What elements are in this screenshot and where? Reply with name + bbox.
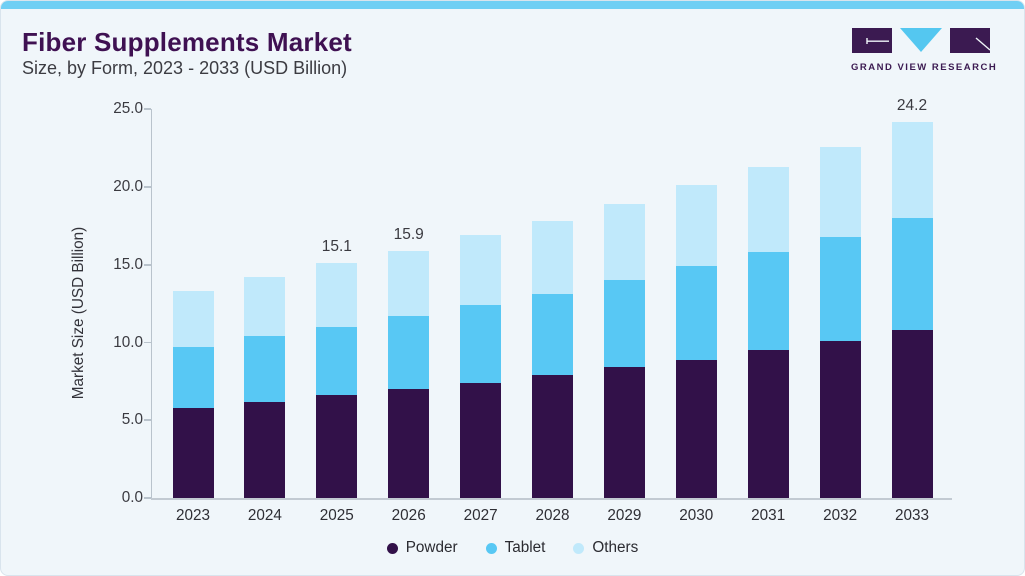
x-axis-line bbox=[150, 498, 952, 500]
bar-column-2028 bbox=[532, 221, 573, 498]
logo-g-glyph bbox=[866, 38, 889, 44]
bar-segment-powder-2030 bbox=[675, 359, 717, 498]
bar-segment-powder-2023 bbox=[172, 407, 214, 498]
bar-segment-powder-2031 bbox=[747, 350, 789, 498]
x-axis-label-2024: 2024 bbox=[247, 507, 282, 524]
bar-column-2033 bbox=[891, 121, 933, 498]
bar-column-2023 bbox=[172, 291, 214, 498]
gvr-logo-mark bbox=[852, 28, 991, 53]
bar-segment-powder-2029 bbox=[603, 367, 645, 498]
bar-segment-tablet-2027 bbox=[460, 305, 502, 383]
bar-segment-powder-2027 bbox=[460, 382, 502, 498]
bar-segment-tablet-2024 bbox=[244, 336, 286, 402]
x-axis-label-2033: 2033 bbox=[894, 507, 930, 524]
bar-column-2027 bbox=[460, 235, 502, 498]
bar-segment-others-2027 bbox=[460, 235, 502, 306]
y-tick-label: 15.0 bbox=[113, 255, 143, 273]
x-axis-label-2029: 2029 bbox=[607, 507, 642, 524]
x-axis-label-2032: 2032 bbox=[823, 507, 858, 524]
bar-segment-powder-2025 bbox=[316, 395, 358, 498]
bar-segment-powder-2026 bbox=[388, 389, 430, 498]
bar-segment-tablet-2030 bbox=[675, 266, 717, 360]
bar-segment-others-2025 bbox=[316, 263, 358, 327]
y-tick-label: 20.0 bbox=[113, 178, 143, 195]
y-tick-mark bbox=[144, 263, 151, 266]
legend-label-others: Others bbox=[592, 539, 639, 556]
total-value-label-2033: 24.2 bbox=[896, 96, 928, 114]
bar-segment-tablet-2029 bbox=[603, 280, 645, 368]
legend-dot-tablet bbox=[485, 542, 497, 554]
legend-dot-powder bbox=[386, 542, 398, 554]
legend-label-powder: Powder bbox=[405, 539, 458, 556]
y-tick-mark bbox=[144, 419, 151, 422]
x-axis-label-2025: 2025 bbox=[319, 507, 354, 524]
legend-dot-others bbox=[573, 542, 585, 554]
y-axis-line bbox=[150, 109, 153, 500]
bar-column-2024 bbox=[244, 277, 286, 498]
legend-item-others: Others bbox=[573, 539, 638, 557]
y-tick-label: 10.0 bbox=[113, 333, 143, 351]
bar-segment-tablet-2026 bbox=[388, 316, 430, 390]
y-tick-mark bbox=[144, 186, 151, 188]
bar-column-2030 bbox=[675, 185, 717, 498]
legend-item-tablet: Tablet bbox=[485, 539, 546, 557]
y-tick-mark bbox=[144, 497, 151, 499]
total-value-label-2025: 15.1 bbox=[321, 238, 352, 256]
bar-segment-others-2030 bbox=[675, 185, 717, 267]
bar-segment-others-2029 bbox=[603, 204, 645, 281]
y-tick-mark bbox=[144, 108, 151, 111]
logo-r-glyph bbox=[975, 37, 991, 51]
bar-column-2031 bbox=[747, 166, 789, 498]
y-tick-label: 25.0 bbox=[113, 100, 143, 118]
logo-v-triangle bbox=[900, 28, 942, 52]
bar-segment-tablet-2023 bbox=[172, 347, 214, 408]
legend-item-powder: Powder bbox=[386, 539, 458, 557]
x-axis-label-2030: 2030 bbox=[679, 507, 714, 524]
legend-label-tablet: Tablet bbox=[504, 539, 546, 556]
y-tick-label: 0.0 bbox=[121, 489, 143, 506]
chart-legend: Powder Tablet Others bbox=[1, 539, 1024, 557]
x-axis-label-2023: 2023 bbox=[175, 507, 211, 524]
total-value-label-2026: 15.9 bbox=[393, 225, 424, 243]
bar-segment-others-2033 bbox=[891, 121, 933, 219]
x-axis-label-2026: 2026 bbox=[391, 507, 426, 524]
bar-column-2032 bbox=[819, 146, 861, 498]
page-title: Fiber Supplements Market bbox=[22, 27, 352, 57]
bar-segment-tablet-2032 bbox=[819, 236, 861, 341]
bar-segment-powder-2033 bbox=[891, 330, 933, 498]
y-axis-title: Market Size (USD Billion) bbox=[70, 226, 87, 400]
bar-segment-others-2024 bbox=[244, 277, 286, 337]
brand-name: GRAND VIEW RESEARCH bbox=[851, 62, 998, 73]
bar-column-2025 bbox=[316, 263, 358, 498]
bar-segment-others-2026 bbox=[388, 250, 430, 317]
bar-segment-others-2031 bbox=[747, 166, 789, 253]
bar-segment-powder-2024 bbox=[244, 401, 286, 498]
accent-topbar bbox=[1, 1, 1024, 9]
bar-segment-others-2023 bbox=[172, 291, 214, 348]
y-tick-mark bbox=[144, 341, 151, 344]
bar-segment-tablet-2033 bbox=[891, 218, 933, 331]
bar-column-2026 bbox=[388, 250, 430, 498]
brand-logo: GRAND VIEW RESEARCH bbox=[851, 28, 998, 73]
bar-column-2029 bbox=[603, 204, 645, 498]
bar-segment-others-2032 bbox=[819, 146, 861, 237]
x-axis-label-2028: 2028 bbox=[535, 507, 570, 524]
y-tick-label: 5.0 bbox=[121, 411, 143, 429]
x-axis-label-2027: 2027 bbox=[463, 507, 498, 524]
logo-r-block bbox=[950, 28, 990, 53]
x-axis-label-2031: 2031 bbox=[751, 507, 786, 524]
bar-segment-powder-2032 bbox=[819, 340, 861, 498]
bar-segment-tablet-2025 bbox=[316, 326, 358, 396]
bar-segment-others-2028 bbox=[532, 221, 573, 295]
bar-segment-powder-2028 bbox=[532, 375, 573, 498]
bar-segment-tablet-2028 bbox=[532, 294, 573, 376]
page-subtitle: Size, by Form, 2023 - 2033 (USD Billion) bbox=[22, 58, 348, 78]
bar-segment-tablet-2031 bbox=[747, 252, 789, 351]
